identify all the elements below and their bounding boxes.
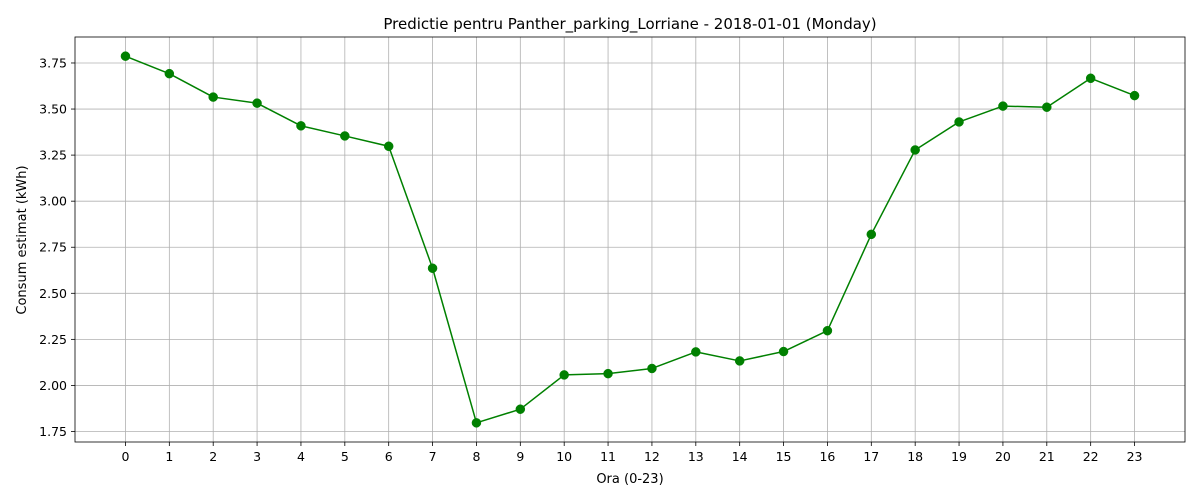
x-tick-label: 14 (732, 449, 748, 464)
data-point (427, 263, 438, 273)
series-line (125, 55, 1135, 424)
data-point (603, 368, 613, 379)
grid-lines (75, 37, 1185, 442)
x-tick-label: 17 (863, 449, 879, 464)
data-point (383, 141, 394, 152)
x-tick-label: 20 (995, 449, 1011, 464)
x-tick-label: 12 (644, 449, 660, 464)
chart-title: Predictie pentru Panther_parking_Lorrian… (383, 15, 876, 34)
y-axis-label: Consum estimat (kWh) (15, 165, 30, 314)
data-point (515, 404, 526, 414)
x-tick-label: 4 (297, 449, 305, 464)
x-tick-label: 22 (1083, 449, 1099, 464)
data-point (1085, 73, 1096, 84)
x-tick-label: 3 (253, 449, 261, 464)
y-tick-label: 3.00 (39, 194, 67, 209)
tick-marks (71, 62, 1135, 446)
x-tick-label: 0 (121, 449, 129, 464)
data-point (822, 325, 833, 336)
data-point (647, 363, 657, 374)
x-tick-label: 13 (688, 449, 704, 464)
data-point (954, 117, 964, 127)
data-point (559, 370, 569, 380)
x-tick-label: 1 (165, 449, 173, 464)
data-point (120, 51, 131, 61)
x-tick-label: 8 (472, 449, 480, 464)
y-tick-label: 2.00 (39, 378, 67, 393)
x-tick-label: 7 (429, 449, 437, 464)
y-tick-label: 1.75 (39, 424, 67, 439)
y-tick-label: 2.50 (39, 286, 67, 301)
data-point (778, 346, 789, 357)
data-point (1042, 102, 1052, 112)
data-point (866, 229, 877, 240)
data-point (252, 98, 262, 108)
y-tick-label: 2.25 (39, 332, 67, 347)
plot-axes (74, 36, 1186, 443)
y-tick-label: 2.75 (39, 240, 67, 255)
y-tick-label: 3.75 (39, 55, 67, 70)
data-point (340, 131, 350, 141)
y-tick-label: 3.25 (39, 148, 67, 163)
x-tick-label: 18 (907, 449, 923, 464)
x-tick-label: 23 (1127, 449, 1143, 464)
data-point (691, 347, 701, 357)
data-point (910, 145, 920, 155)
y-tick-label: 3.50 (39, 102, 67, 117)
data-point (734, 356, 745, 366)
data-point (208, 92, 218, 102)
plot-frame (74, 36, 1186, 443)
x-tick-label: 9 (516, 449, 524, 464)
data-series (120, 51, 1140, 428)
x-tick-label: 11 (600, 449, 616, 464)
data-point (296, 121, 306, 131)
data-point (1129, 90, 1140, 101)
data-point (471, 418, 482, 428)
x-tick-label: 16 (819, 449, 835, 464)
data-point (164, 68, 175, 79)
x-tick-label: 19 (951, 449, 967, 464)
x-tick-label: 5 (341, 449, 349, 464)
x-axis-label: Ora (0-23) (596, 472, 663, 487)
x-tick-label: 2 (209, 449, 217, 464)
x-tick-label: 15 (776, 449, 792, 464)
x-tick-label: 10 (556, 449, 572, 464)
data-point (998, 101, 1008, 111)
x-tick-label: 6 (385, 449, 393, 464)
x-tick-label: 21 (1039, 449, 1055, 464)
